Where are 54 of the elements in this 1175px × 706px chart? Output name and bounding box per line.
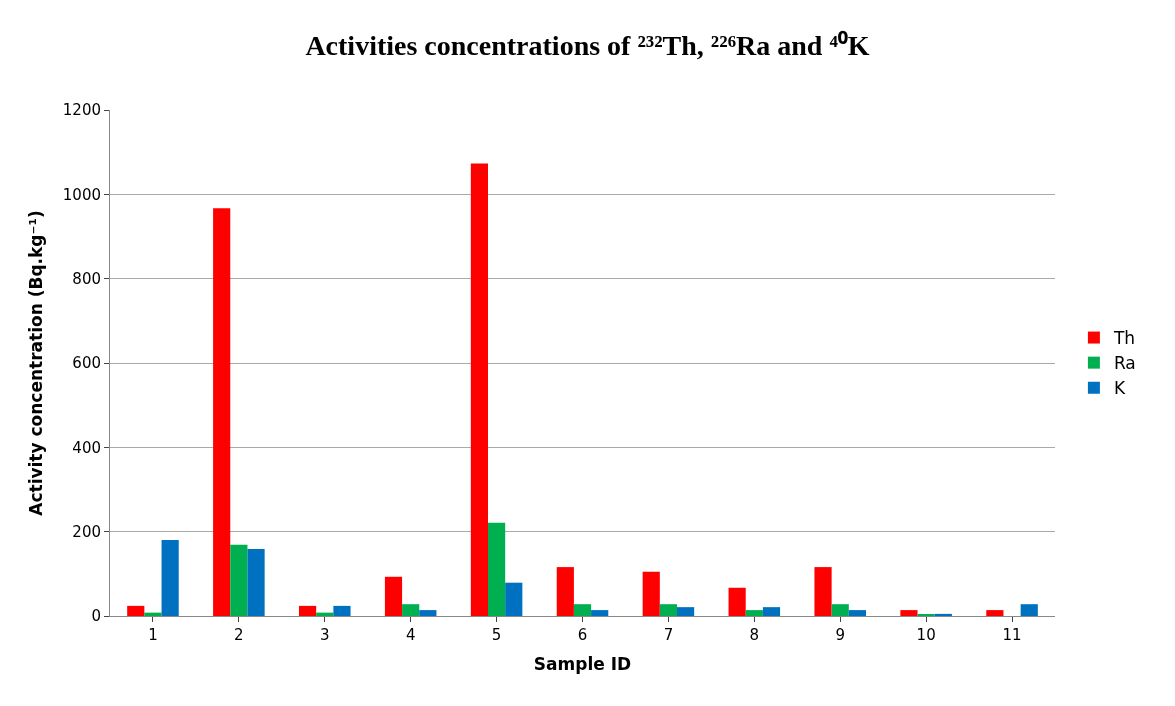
legend-label: K	[1113, 378, 1126, 399]
bar	[573, 604, 592, 616]
bar	[728, 587, 746, 616]
bar	[419, 610, 437, 616]
y-tick-label: 600	[72, 354, 101, 373]
bar	[247, 548, 265, 616]
y-tick-label: 200	[72, 522, 101, 541]
x-tick-label: 7	[663, 626, 674, 644]
bar	[848, 610, 866, 616]
bar	[677, 607, 695, 616]
bar	[934, 613, 952, 616]
x-tick-label: 2	[234, 626, 244, 644]
y-tick-label: 400	[72, 438, 101, 457]
bar	[127, 605, 145, 616]
bar	[505, 582, 523, 616]
bar	[762, 607, 781, 616]
bar	[488, 522, 506, 616]
x-tick-label: 8	[749, 626, 760, 644]
bar	[299, 605, 317, 616]
bar	[144, 612, 162, 616]
bar	[1020, 604, 1038, 616]
legend-label: Th	[1112, 328, 1136, 349]
bar	[814, 567, 832, 616]
bar	[831, 604, 849, 616]
bar	[230, 544, 248, 616]
bar	[900, 610, 918, 616]
bar	[556, 567, 574, 616]
bar	[384, 576, 403, 616]
bar	[333, 605, 351, 616]
x-tick-label: 3	[320, 626, 330, 644]
bar	[161, 540, 179, 616]
bar	[745, 610, 763, 616]
x-tick-label: 11	[1002, 626, 1022, 644]
x-tick-label: 9	[835, 626, 845, 644]
y-tick-label: 800	[72, 269, 101, 288]
x-tick-label: 6	[577, 626, 588, 644]
bar	[591, 610, 609, 616]
y-tick-label: 1000	[62, 185, 101, 204]
x-axis-title: Sample ID	[533, 654, 632, 675]
x-tick-label: 1	[148, 626, 158, 644]
y-tick-label: 1200	[62, 101, 101, 120]
legend-label: Ra	[1113, 353, 1136, 374]
x-tick-label: 5	[491, 626, 502, 644]
bar	[986, 610, 1004, 616]
y-axis-title: Activity concentration (Bq.kg⁻¹)	[26, 210, 47, 516]
x-tick-label: 4	[405, 626, 416, 644]
bar	[642, 571, 660, 616]
bar	[402, 604, 420, 616]
y-tick-label: 0	[91, 607, 101, 626]
bar	[470, 163, 488, 616]
bar	[659, 604, 677, 616]
x-tick-label: 10	[916, 626, 936, 644]
bar	[213, 208, 231, 616]
chart-title: Activities concentrations of ²³²Th, ²²⁶Ra and ⁴⁰K	[305, 29, 870, 61]
